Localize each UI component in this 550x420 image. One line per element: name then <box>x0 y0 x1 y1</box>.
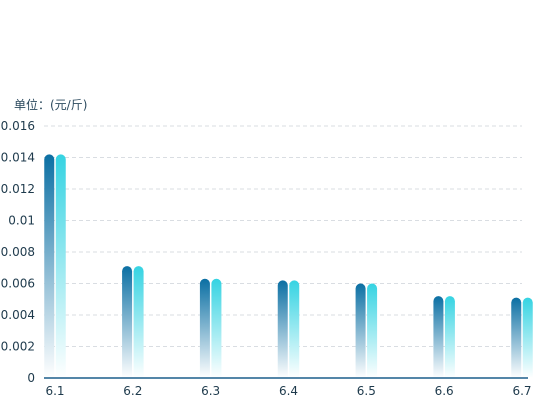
y-tick-label: 0.016 <box>1 119 35 133</box>
y-tick-label: 0.002 <box>1 340 35 354</box>
x-tick-label: 6.1 <box>45 384 64 398</box>
y-tick-label: 0.006 <box>1 277 35 291</box>
x-tick-label: 6.5 <box>357 384 376 398</box>
x-axis-labels: 6.1 6.2 6.3 6.4 6.5 6.6 6.7 <box>45 384 531 398</box>
bar-6.4-series-0 <box>277 280 288 378</box>
x-tick-label: 6.2 <box>123 384 142 398</box>
bar-6.1-series-0 <box>44 154 55 378</box>
bar-6.4-series-1 <box>289 280 300 378</box>
bar-6.2-series-1 <box>133 266 144 378</box>
bar-6.3-series-0 <box>199 278 210 378</box>
x-tick-label: 6.6 <box>435 384 454 398</box>
y-tick-label: 0 <box>27 371 35 385</box>
bar-6.6-series-0 <box>433 296 444 378</box>
y-tick-label: 0.012 <box>1 182 35 196</box>
bar-6.1-series-1 <box>55 154 66 378</box>
y-tick-label: 0.014 <box>1 151 35 165</box>
x-tick-label: 6.7 <box>512 384 531 398</box>
bars <box>44 154 533 378</box>
bar-6.2-series-0 <box>122 266 133 378</box>
x-tick-label: 6.4 <box>279 384 298 398</box>
y-tick-label: 0.008 <box>1 245 35 259</box>
bar-6.7-series-0 <box>511 297 522 378</box>
bar-6.5-series-1 <box>367 283 378 378</box>
y-axis-ticks: 0 0.002 0.004 0.006 0.008 0.01 0.012 0.014 0.016 <box>1 119 35 385</box>
bar-6.5-series-0 <box>355 283 366 378</box>
unit-label: 单位：(元/斤) <box>14 97 87 112</box>
bar-6.3-series-1 <box>211 278 222 378</box>
y-tick-label: 0.004 <box>1 308 35 322</box>
bar-6.6-series-1 <box>444 296 455 378</box>
x-tick-label: 6.3 <box>201 384 220 398</box>
bar-6.7-series-1 <box>522 297 533 378</box>
y-tick-label: 0.01 <box>8 214 35 228</box>
